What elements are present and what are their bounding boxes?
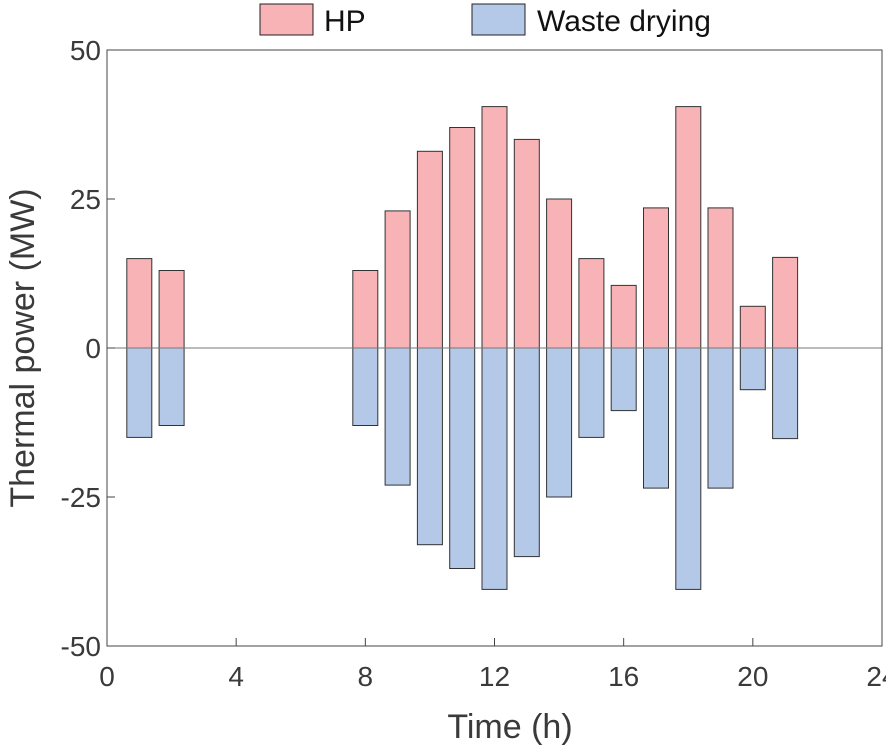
x-tick-label-20: 20 — [737, 661, 768, 692]
bars — [126, 106, 799, 590]
bar-waste-drying-16 — [610, 347, 637, 412]
bar-hp-16 — [610, 284, 637, 349]
x-tick-label-0: 0 — [99, 661, 115, 692]
bar-hp-13 — [513, 138, 540, 349]
y-tick-label--50: -50 — [61, 631, 101, 662]
x-tick-label-16: 16 — [608, 661, 639, 692]
x-axis-title: Time (h) — [447, 708, 572, 746]
bar-waste-drying-2 — [158, 347, 185, 426]
bar-hp-17 — [643, 207, 669, 349]
x-axis-ticks: 0 4 8 12 16 20 24 — [99, 638, 886, 692]
y-tick-label-0: 0 — [85, 333, 101, 364]
x-tick-label-12: 12 — [479, 661, 510, 692]
bar-hp-20 — [739, 305, 766, 349]
bar-hp-9 — [384, 210, 411, 349]
bar-hp-10 — [416, 150, 443, 349]
bar-hp-11 — [449, 127, 476, 349]
bar-waste-drying-15 — [578, 347, 605, 438]
bar-hp-18 — [675, 106, 702, 349]
bar-waste-drying-20 — [739, 347, 766, 391]
x-tick-label-24: 24 — [866, 661, 886, 692]
bar-waste-drying-12 — [481, 347, 508, 590]
legend-label-hp: HP — [324, 5, 366, 38]
legend-swatch-hp — [259, 3, 314, 36]
bar-waste-drying-17 — [643, 347, 669, 489]
bar-waste-drying-11 — [449, 347, 476, 569]
bar-waste-drying-8 — [352, 347, 379, 426]
bar-waste-drying-19 — [707, 347, 734, 489]
bar-hp-15 — [578, 258, 605, 349]
legend-swatch-waste-drying — [471, 3, 526, 36]
y-axis-ticks: 50 25 0 -25 -50 — [61, 35, 115, 662]
bar-hp-19 — [707, 207, 734, 349]
bar-hp-14 — [546, 198, 573, 349]
legend-label-waste-drying: Waste drying — [537, 5, 711, 38]
x-tick-label-8: 8 — [358, 661, 374, 692]
bar-hp-8 — [352, 270, 379, 349]
bar-waste-drying-18 — [675, 347, 702, 590]
bar-waste-drying-10 — [416, 347, 443, 546]
bar-waste-drying-13 — [513, 347, 540, 558]
bar-hp-2 — [158, 270, 185, 349]
y-tick-label-25: 25 — [70, 184, 101, 215]
bar-waste-drying-1 — [126, 347, 153, 438]
y-axis-title: Thermal power (MW) — [4, 188, 42, 507]
bar-waste-drying-21 — [772, 347, 799, 440]
legend: HP Waste drying — [259, 3, 711, 38]
y-tick-label-50: 50 — [70, 35, 101, 66]
bar-hp-21 — [772, 256, 799, 349]
x-tick-label-4: 4 — [228, 661, 244, 692]
bar-hp-1 — [126, 258, 153, 349]
bar-waste-drying-9 — [384, 347, 411, 486]
bar-waste-drying-14 — [546, 347, 573, 498]
y-tick-label--25: -25 — [61, 482, 101, 513]
bar-hp-12 — [481, 106, 508, 349]
